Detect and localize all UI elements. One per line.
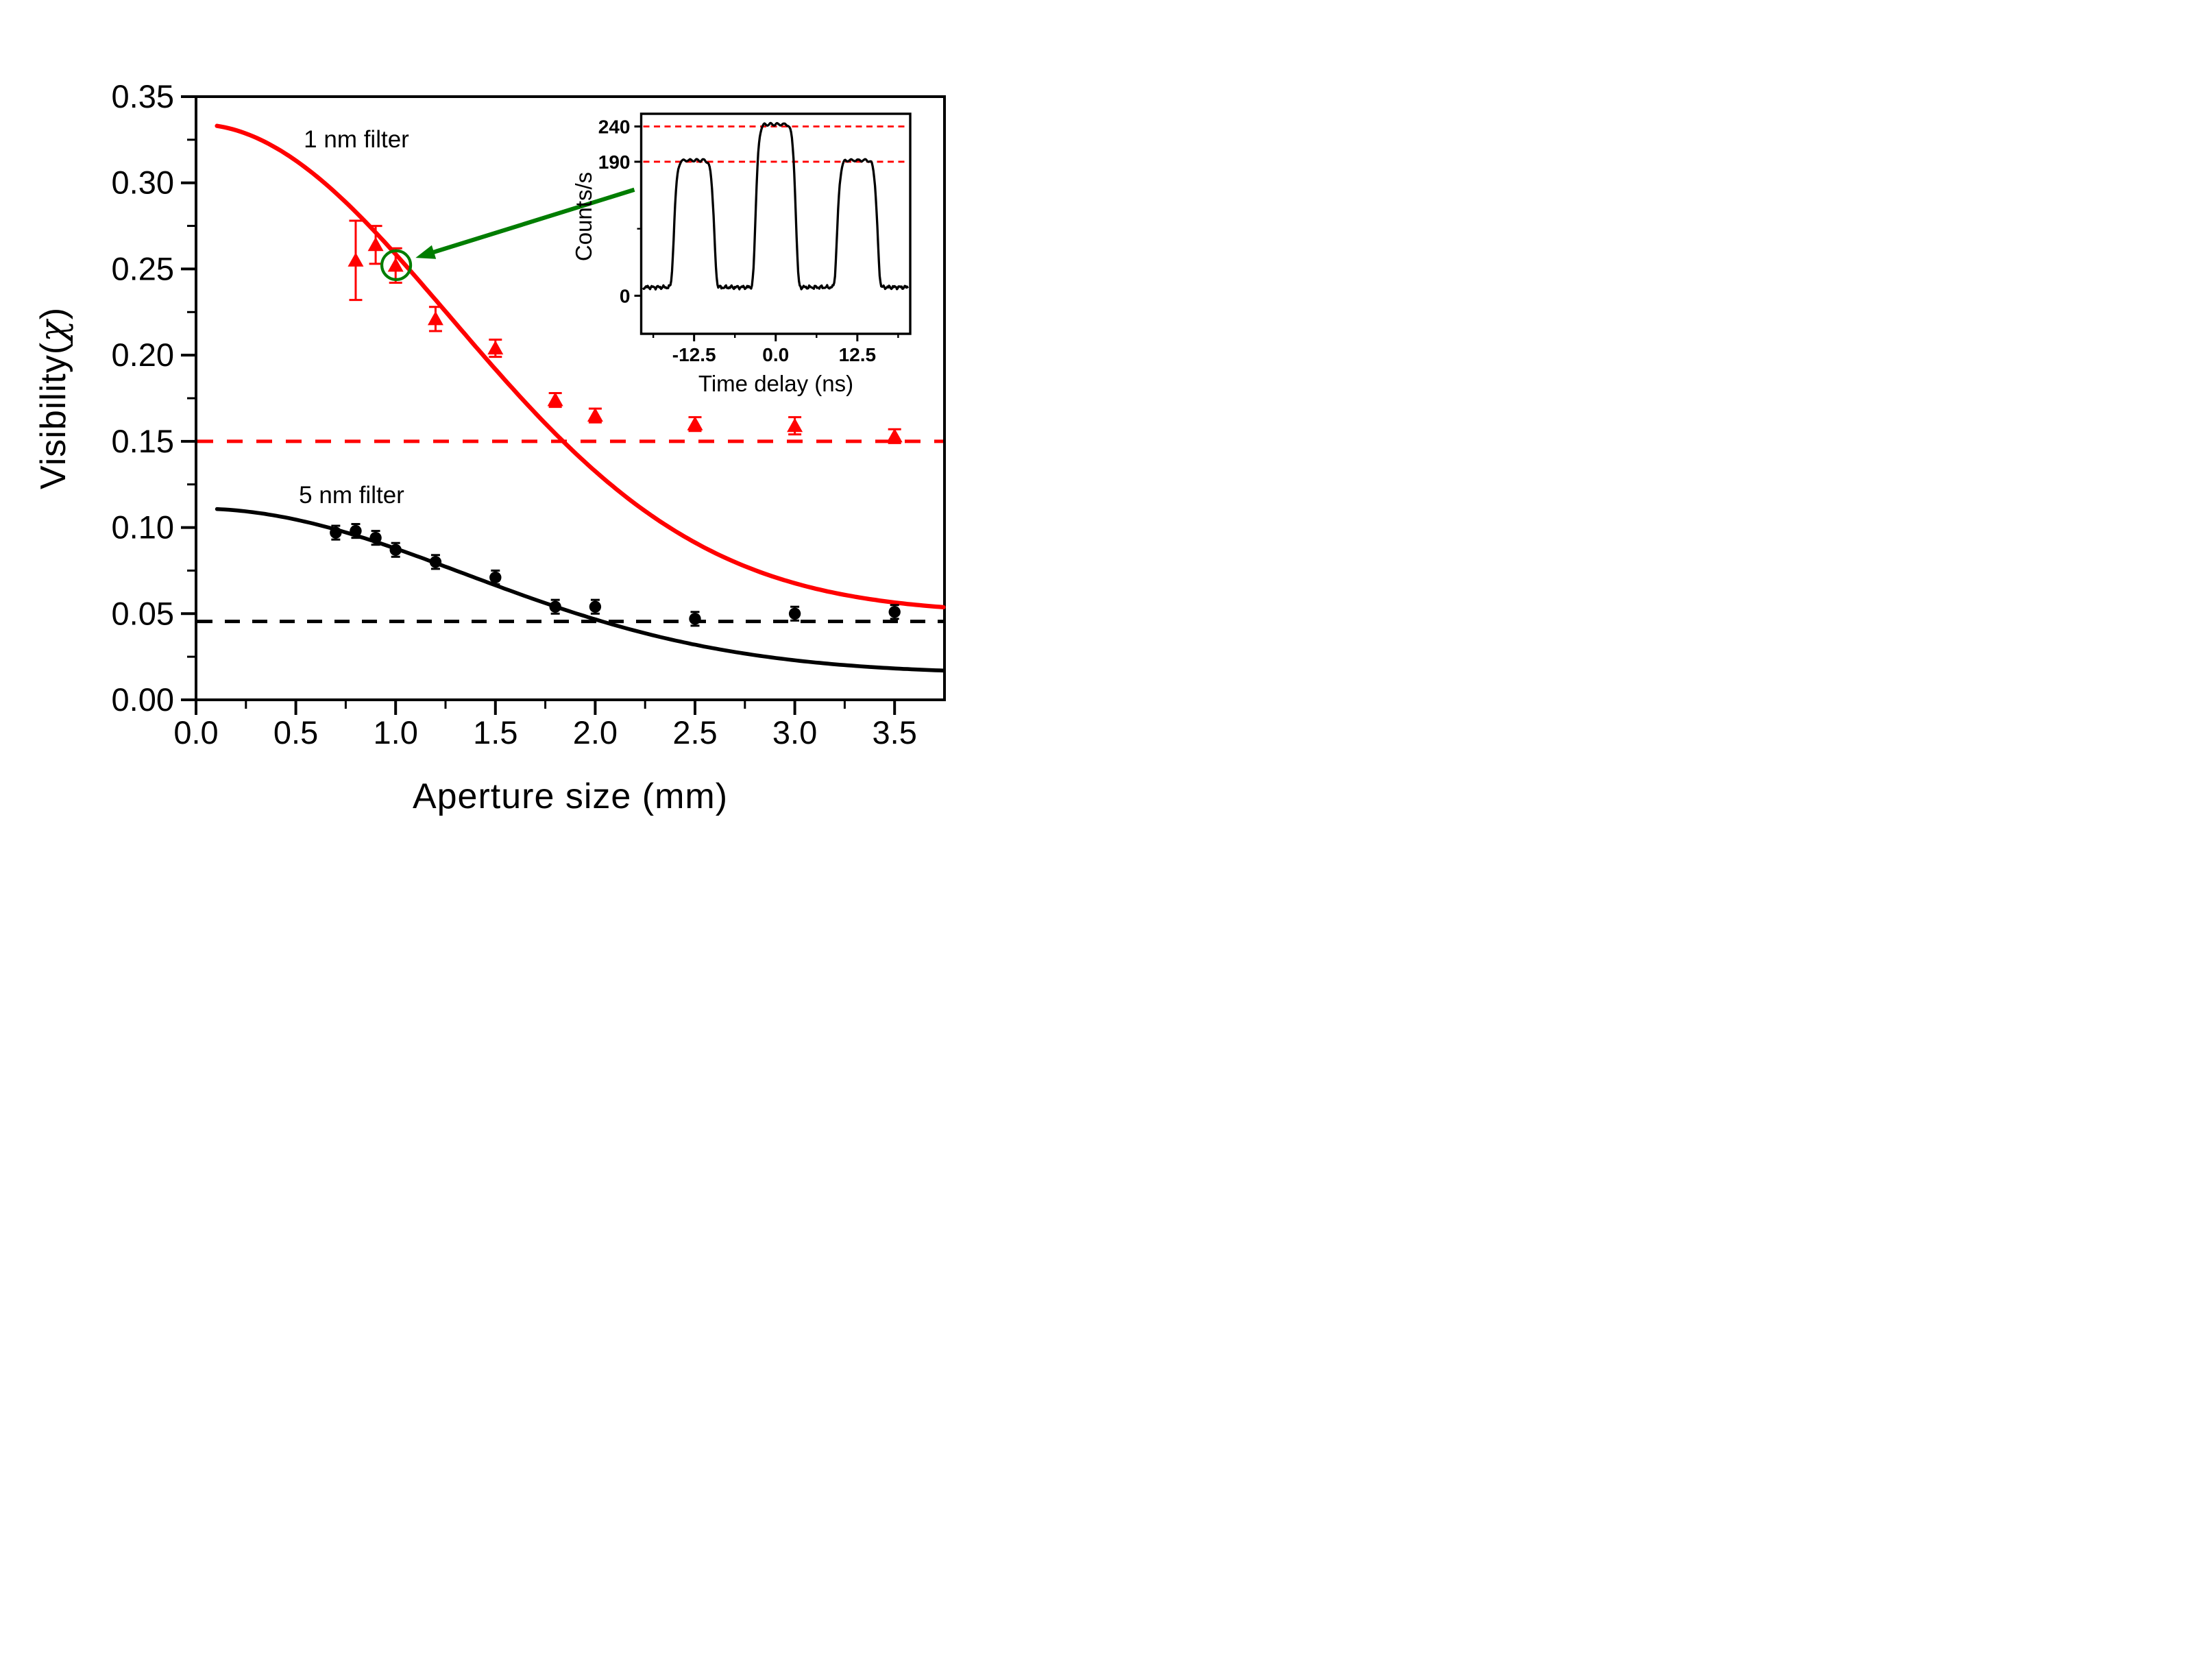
inset-x-axis-title: Time delay (ns): [698, 371, 854, 396]
y-tick-label: 0.35: [112, 78, 174, 114]
y-tick-label: 0.15: [112, 423, 174, 459]
black-circle-marker: [369, 531, 382, 544]
chi-symbol: χ: [33, 319, 74, 342]
red-triangle-marker: [387, 257, 404, 272]
green-arrow-shaft: [426, 187, 635, 256]
red-triangle-marker: [687, 416, 703, 430]
black-circle-marker: [489, 571, 502, 584]
y-tick-label: 0.25: [112, 250, 174, 287]
y-axis-title: Visibility(χ): [33, 307, 74, 489]
series-label-1nm-filter: 1 nm filter: [304, 126, 409, 153]
x-tick-label: 1.0: [374, 714, 418, 751]
y-tick-label: 0.20: [112, 337, 174, 373]
black-circle-marker: [389, 544, 402, 556]
x-tick-label: 1.5: [473, 714, 517, 751]
x-tick-label: 2.0: [573, 714, 618, 751]
inset-y-axis-title: Counts/s: [571, 171, 596, 262]
red-triangle-marker: [547, 392, 563, 406]
red-triangle-marker: [348, 252, 364, 267]
y-axis-title-prefix: Visibility(: [34, 341, 73, 490]
figure-canvas: 0.00 0.05 0.10 0.15 0.20 0.25 0.30 0.35 0.0 0.5 1.…: [0, 0, 1097, 840]
green-arrow-head: [415, 245, 437, 259]
series-label-5nm-filter: 5 nm filter: [299, 482, 404, 509]
black-circle-marker: [549, 600, 561, 613]
chart: 0.000.050.100.150.200.250.300.350.0 0.5 1.…: [112, 78, 946, 751]
y-axis-title-suffix: ): [34, 306, 73, 320]
y-tick-label: 0.00: [112, 681, 174, 718]
y-tick-label: 0.10: [112, 509, 174, 546]
black-fit-curve: [215, 507, 946, 673]
black-circle-marker: [888, 606, 901, 618]
black-circle-marker: [788, 607, 801, 620]
x-tick-label: 3.5: [873, 714, 917, 751]
red-triangle-marker: [367, 236, 384, 252]
inset-y-tick-label: 190: [598, 151, 631, 173]
x-tick-label: 0.0: [173, 714, 218, 751]
black-circle-marker: [330, 526, 342, 539]
inset-x-tick-label: -12.5: [672, 344, 716, 365]
x-tick-label: 0.5: [273, 714, 318, 751]
black-circle-marker: [350, 524, 362, 537]
inset-y-tick-label: 0: [620, 285, 631, 306]
x-tick-label: 3.0: [772, 714, 817, 751]
red-triangle-marker: [427, 311, 443, 326]
inset-x-tick-label: 0.0: [762, 344, 789, 365]
x-tick-label: 2.5: [672, 714, 717, 751]
black-circle-marker: [589, 600, 602, 613]
y-tick-label: 0.30: [112, 165, 174, 201]
y-tick-label: 0.05: [112, 595, 174, 631]
red-triangle-marker: [487, 340, 504, 355]
red-triangle-marker: [886, 428, 903, 443]
inset-frame: [639, 112, 912, 335]
black-circle-marker: [429, 556, 442, 568]
red-triangle-marker: [787, 417, 803, 433]
inset-signal-curve: [642, 121, 910, 291]
x-axis-title: Aperture size (mm): [412, 777, 729, 816]
inset-x-tick-label: 12.5: [839, 344, 877, 365]
green-highlight-circle: [380, 249, 413, 281]
inset-y-tick-label: 240: [598, 117, 631, 138]
red-triangle-marker: [587, 407, 603, 422]
black-circle-marker: [689, 613, 701, 625]
red-fit-curve: [215, 123, 946, 610]
